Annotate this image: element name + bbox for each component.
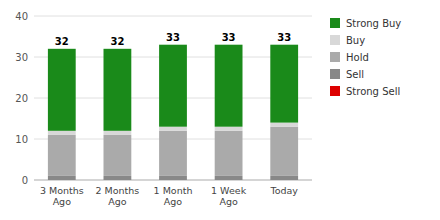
y-axis: 0 10 20 30 40 (15, 11, 312, 186)
chart-container: 0 10 20 30 40 32 32 33 33 33 3 MonthsAgo 2 MonthsAg… (0, 0, 440, 220)
legend-label: Hold (346, 52, 369, 63)
grid-line (34, 16, 312, 17)
bar-segment (104, 131, 132, 135)
y-tick-label: 30 (15, 52, 28, 63)
bar-segment (270, 127, 298, 176)
bar-segment (104, 135, 132, 176)
x-axis: 3 MonthsAgo 2 MonthsAgo 1 MonthAgo 1 WeekAg… (40, 185, 298, 207)
total-label: 33 (277, 32, 291, 43)
total-label: 33 (166, 32, 180, 43)
bar-segment (159, 44, 187, 45)
bar-segment (215, 45, 243, 127)
bar-segment (104, 49, 132, 131)
legend-label: Sell (346, 69, 364, 80)
bar-segment (48, 131, 76, 135)
bar-segment (215, 176, 243, 180)
total-labels: 32 32 33 33 33 (55, 32, 291, 47)
y-tick-label: 10 (15, 134, 28, 145)
bar-segment (270, 176, 298, 180)
x-tick-label: 3 MonthsAgo (40, 185, 84, 207)
legend: Strong Buy Buy Hold Sell Strong Sell (330, 18, 401, 97)
legend-label: Buy (346, 35, 365, 46)
bar-segment (215, 44, 243, 45)
bar-segment (159, 176, 187, 180)
legend-swatch (330, 52, 340, 62)
legend-swatch (330, 86, 340, 96)
bar-segment (48, 49, 76, 131)
bar-segment (215, 127, 243, 131)
y-tick-label: 40 (15, 11, 28, 22)
x-tick-label: 1 MonthAgo (154, 185, 193, 207)
legend-swatch (330, 18, 340, 28)
chart: 0 10 20 30 40 32 32 33 33 33 3 MonthsAgo 2 MonthsAg… (0, 0, 440, 220)
legend-label: Strong Buy (346, 18, 401, 29)
bar-segment (104, 48, 132, 49)
bar-segment (159, 127, 187, 131)
bar-segment (48, 135, 76, 176)
x-tick-label: 1 WeekAgo (211, 185, 247, 207)
bar-segment (270, 45, 298, 123)
bars (48, 45, 298, 180)
legend-swatch (330, 69, 340, 79)
y-tick-label: 0 (22, 175, 28, 186)
y-tick-label: 20 (15, 93, 28, 104)
bar-segment (104, 176, 132, 180)
legend-swatch (330, 35, 340, 45)
bar-segment (48, 48, 76, 49)
total-label: 33 (222, 32, 236, 43)
bar-segment (270, 123, 298, 127)
legend-label: Strong Sell (346, 86, 400, 97)
bar-segment (159, 45, 187, 127)
total-label: 32 (55, 36, 69, 47)
bar-segment (215, 131, 243, 176)
bar-segment (270, 44, 298, 45)
bar-segment (48, 176, 76, 180)
total-label: 32 (110, 36, 124, 47)
x-tick-label: Today (269, 185, 298, 196)
bar-segment (159, 131, 187, 176)
x-tick-label: 2 MonthsAgo (96, 185, 140, 207)
